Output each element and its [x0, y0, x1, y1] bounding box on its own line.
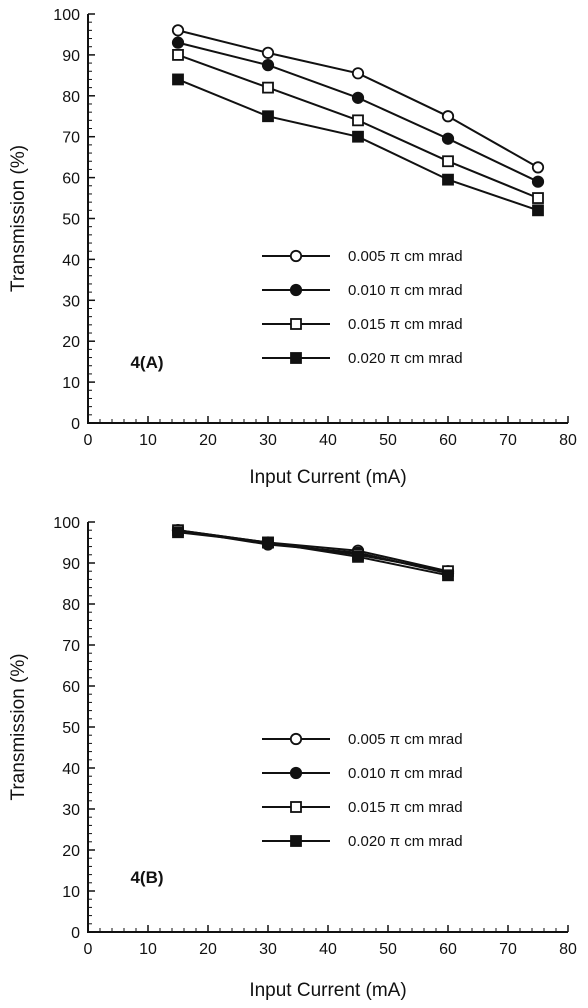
legend-label: 0.020 π cm mrad — [348, 833, 463, 850]
x-tick-label: 80 — [559, 432, 577, 449]
data-point — [261, 59, 275, 72]
data-point — [532, 192, 544, 204]
data-point — [351, 91, 365, 104]
data-point — [172, 49, 184, 61]
data-point — [262, 536, 274, 549]
x-tick-label: 70 — [499, 941, 517, 958]
x-tick-label: 30 — [259, 432, 277, 449]
y-axis-label: Transmission (%) — [8, 653, 29, 800]
legend-marker — [290, 801, 302, 813]
legend-marker — [290, 352, 302, 364]
legend-label: 0.015 π cm mrad — [348, 316, 463, 333]
y-tick-label: 30 — [62, 293, 80, 310]
y-tick-label: 80 — [62, 597, 80, 614]
data-point — [261, 46, 275, 59]
y-tick-label: 90 — [62, 48, 80, 65]
x-tick-label: 40 — [319, 941, 337, 958]
data-point — [352, 550, 364, 563]
data-point — [172, 73, 184, 86]
y-tick-label: 40 — [62, 252, 80, 269]
data-point — [442, 155, 454, 168]
y-tick-label: 100 — [53, 515, 80, 532]
data-point — [531, 161, 545, 174]
y-tick-label: 0 — [71, 416, 80, 433]
x-tick-label: 10 — [139, 941, 157, 958]
x-tick-label: 80 — [559, 941, 577, 958]
chart-panel-b: 0 10 20 30 40 50 60 70 80 90 100 0 10 20 30 40 50 60 70 80 I… — [8, 515, 577, 1001]
y-tick-label: 90 — [62, 556, 80, 573]
x-tick-label: 50 — [379, 941, 397, 958]
legend-label: 0.015 π cm mrad — [348, 799, 463, 816]
series-line — [177, 531, 449, 577]
legend-marker — [289, 283, 303, 297]
y-tick-label: 20 — [62, 843, 80, 860]
y-tick-label: 10 — [62, 884, 80, 901]
x-tick-label: 10 — [139, 432, 157, 449]
y-tick-label: 50 — [62, 212, 80, 229]
x-tick-label: 70 — [499, 432, 517, 449]
x-tick-label: 20 — [199, 432, 217, 449]
x-axis-label: Input Current (mA) — [249, 467, 406, 488]
data-point — [352, 114, 364, 127]
y-tick-label: 60 — [62, 171, 80, 188]
data-point — [531, 175, 545, 188]
data-point — [441, 132, 455, 145]
data-point — [352, 130, 364, 143]
y-tick-label: 0 — [71, 925, 80, 942]
y-tick-label: 70 — [62, 638, 80, 655]
x-tick-label: 60 — [439, 941, 457, 958]
y-tick-label: 50 — [62, 720, 80, 737]
data-point — [172, 526, 184, 539]
y-tick-label: 80 — [62, 89, 80, 106]
data-point — [262, 110, 274, 123]
legend-label: 0.005 π cm mrad — [348, 731, 463, 748]
legend-marker — [289, 766, 303, 780]
legend-label: 0.005 π cm mrad — [348, 248, 463, 265]
y-tick-label: 10 — [62, 375, 80, 392]
data-point — [532, 204, 544, 217]
legend-marker — [290, 835, 302, 847]
legend-marker — [289, 732, 303, 746]
panel-label: 4(A) — [130, 353, 163, 372]
y-tick-label: 100 — [53, 7, 80, 24]
data-point — [171, 36, 185, 49]
x-axis-label: Input Current (mA) — [249, 980, 406, 1001]
y-tick-label: 40 — [62, 761, 80, 778]
legend-label: 0.010 π cm mrad — [348, 282, 463, 299]
legend-marker — [289, 249, 303, 263]
x-tick-label: 30 — [259, 941, 277, 958]
x-tick-label: 60 — [439, 432, 457, 449]
data-point — [442, 569, 454, 582]
data-point — [441, 110, 455, 123]
legend-marker — [290, 318, 302, 330]
legend-label: 0.010 π cm mrad — [348, 765, 463, 782]
x-tick-label: 0 — [84, 941, 93, 958]
chart-panel-a: 0 10 20 30 40 50 60 70 80 90 100 0 10 20 30 40 50 60 70 80 I… — [8, 7, 577, 488]
panel-label: 4(B) — [130, 868, 163, 887]
legend-label: 0.020 π cm mrad — [348, 350, 463, 367]
series-line — [177, 41, 539, 183]
x-tick-label: 0 — [84, 432, 93, 449]
data-point — [171, 24, 185, 37]
x-tick-label: 20 — [199, 941, 217, 958]
y-tick-label: 60 — [62, 679, 80, 696]
x-tick-label: 40 — [319, 432, 337, 449]
x-tick-label: 50 — [379, 432, 397, 449]
data-point — [262, 81, 274, 94]
y-tick-label: 70 — [62, 130, 80, 147]
y-axis-label: Transmission (%) — [8, 145, 29, 292]
data-point — [442, 173, 454, 186]
y-tick-label: 20 — [62, 334, 80, 351]
y-tick-label: 30 — [62, 802, 80, 819]
data-point — [351, 67, 365, 80]
